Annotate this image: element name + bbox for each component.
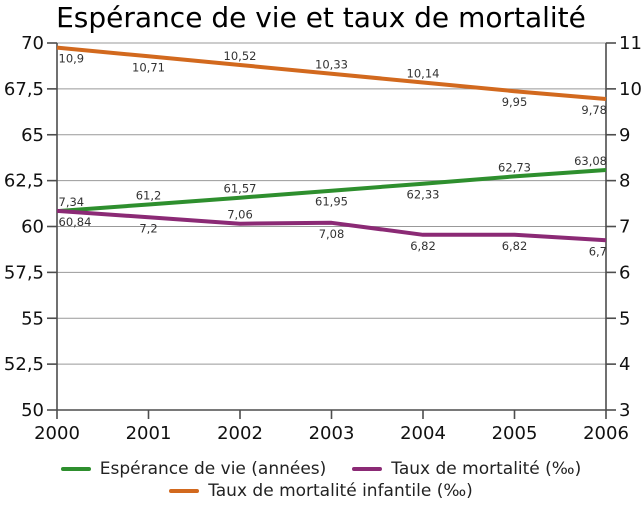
data-point-label: 7,08 <box>319 227 345 241</box>
data-point-label: 9,78 <box>581 103 607 117</box>
data-point-label: 6,7 <box>589 244 607 258</box>
y-axis-right-tick-label: 3 <box>619 400 630 421</box>
y-axis-left-tick-label: 55 <box>21 308 44 329</box>
legend-row-2: Taux de mortalité infantile (‰) <box>169 481 473 501</box>
data-point-label: 7,2 <box>139 221 157 235</box>
data-point-label: 61,57 <box>224 182 257 196</box>
data-point-label: 10,14 <box>407 66 440 80</box>
series-line <box>56 45 607 101</box>
y-axis-right-tick-label: 9 <box>619 125 630 146</box>
y-axis-left-tick-label: 70 <box>21 33 44 54</box>
x-axis-tick-label: 2003 <box>309 423 355 444</box>
chart-title: Espérance de vie et taux de mortalité <box>56 1 586 34</box>
data-point-label: 61,95 <box>315 195 348 209</box>
data-point-label: 9,95 <box>502 95 528 109</box>
series-line <box>56 168 607 214</box>
legend-row-1: Espérance de vie (années) Taux de mortal… <box>60 459 581 479</box>
data-point-label: 62,73 <box>498 160 531 174</box>
data-point-label: 10,71 <box>132 60 165 74</box>
y-axis-right-tick-label: 4 <box>619 354 630 375</box>
x-axis-tick-label: 2001 <box>126 423 172 444</box>
data-point-label: 7,34 <box>59 195 85 209</box>
y-axis-right-tick-label: 5 <box>619 308 630 329</box>
legend-item-infant-mortality: Taux de mortalité infantile (‰) <box>169 481 473 501</box>
y-axis-left-tick-label: 60 <box>21 217 44 238</box>
data-point-label: 60,84 <box>59 215 92 229</box>
legend-label-mortality: Taux de mortalité (‰) <box>391 459 582 479</box>
x-axis-tick-label: 2002 <box>217 423 263 444</box>
legend-item-mortality: Taux de mortalité (‰) <box>352 459 581 479</box>
y-axis-right-tick-label: 10 <box>619 79 642 100</box>
y-axis-left-tick-label: 65 <box>21 125 44 146</box>
x-axis-tick-label: 2000 <box>34 423 80 444</box>
y-axis-right-tick-label: 6 <box>619 262 630 283</box>
y-axis-right-tick-label: 11 <box>619 33 642 54</box>
data-point-label: 7,06 <box>227 208 253 222</box>
data-point-label: 6,82 <box>502 239 528 253</box>
y-axis-right-tick-label: 7 <box>619 217 630 238</box>
data-point-label: 10,52 <box>224 49 257 63</box>
x-axis-tick-label: 2005 <box>492 423 538 444</box>
legend-swatch-life-expectancy-icon <box>60 467 91 471</box>
data-point-label: 10,33 <box>315 58 348 72</box>
x-axis-tick-label: 2006 <box>583 423 629 444</box>
y-axis-left-tick-label: 52,5 <box>4 354 44 375</box>
chart-legend: Espérance de vie (années) Taux de mortal… <box>0 459 642 501</box>
legend-swatch-infant-mortality-icon <box>169 489 200 493</box>
y-axis-left-tick-label: 62,5 <box>4 171 44 192</box>
legend-label-life-expectancy: Espérance de vie (années) <box>99 459 327 479</box>
legend-swatch-mortality-icon <box>352 467 383 471</box>
legend-item-life-expectancy: Espérance de vie (années) <box>60 459 327 479</box>
x-axis-tick-label: 2004 <box>400 423 446 444</box>
y-axis-left-tick-label: 67,5 <box>4 79 44 100</box>
y-axis-left-tick-label: 57,5 <box>4 262 44 283</box>
data-point-label: 10,9 <box>59 52 85 66</box>
y-axis-left-tick-label: 50 <box>21 400 44 421</box>
series-line <box>56 208 607 243</box>
y-axis-right-tick-label: 8 <box>619 171 630 192</box>
data-point-label: 6,82 <box>410 239 436 253</box>
data-point-label: 62,33 <box>407 188 440 202</box>
legend-label-infant-mortality: Taux de mortalité infantile (‰) <box>208 481 473 501</box>
data-point-label: 63,08 <box>574 154 607 168</box>
data-point-label: 61,2 <box>136 188 162 202</box>
